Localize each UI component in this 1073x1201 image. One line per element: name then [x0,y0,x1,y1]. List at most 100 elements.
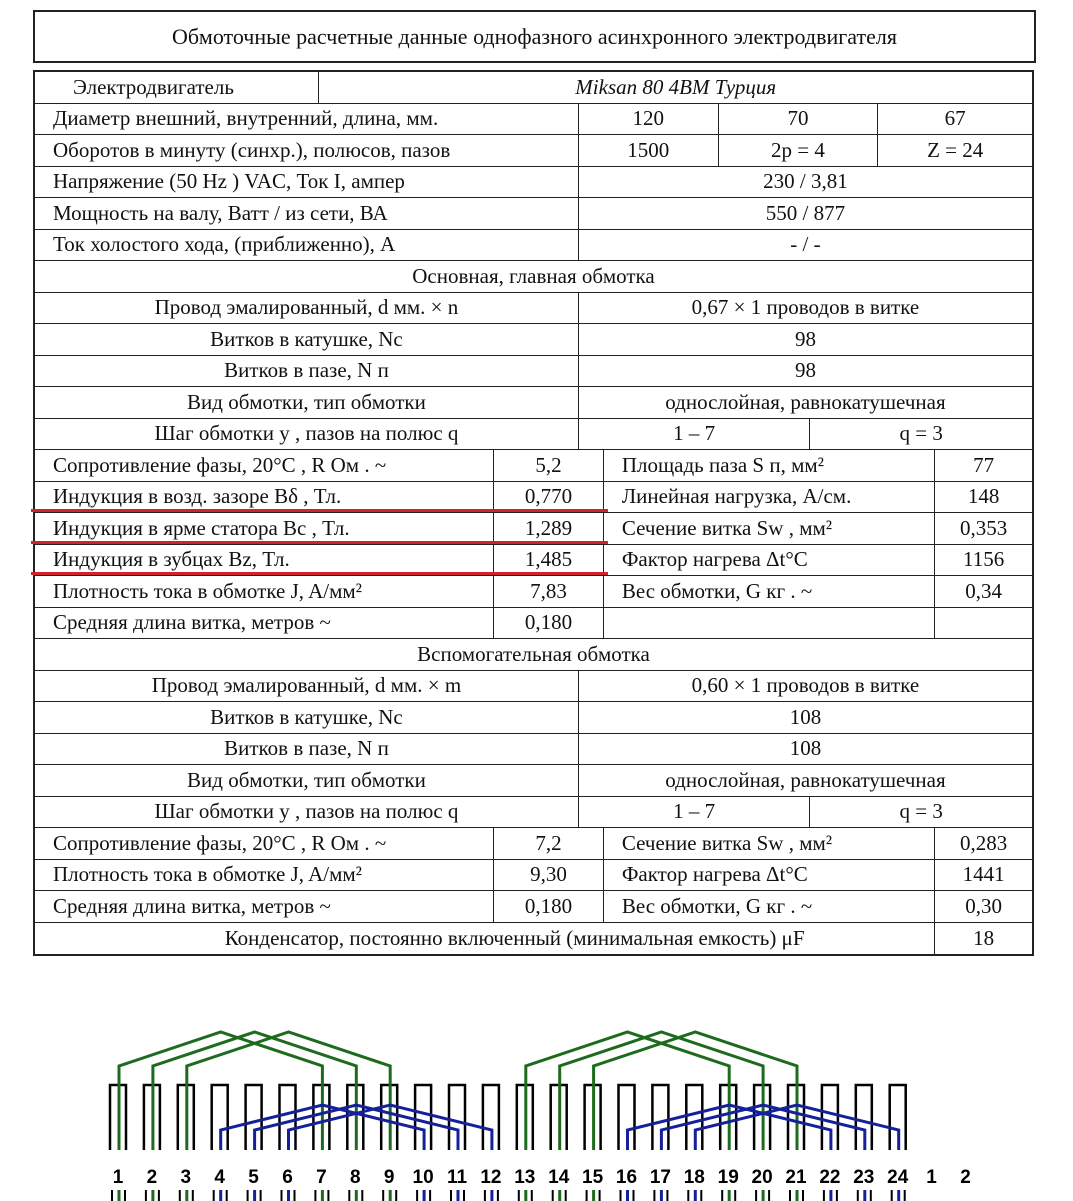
coil [592,1030,799,1150]
row-value: Вес обмотки, G кг . ~ [604,576,936,607]
row-label: Провод эмалированный, d мм. × n [35,292,579,323]
slot-label: 22 [819,1167,840,1188]
slot-label: 9 [384,1167,395,1188]
table-row: Витков в пазе, N п 108 [35,733,1032,765]
row-value: 108 [789,736,822,761]
row-value [935,608,1032,639]
row-value: 98 [794,358,816,383]
coil [185,1030,392,1150]
table-row: Витков в катушке, Nc 108 [35,702,1032,734]
table-row: Сопротивление фазы, 20°C , R Ом . ~7,2 Се… [35,828,1032,860]
slot-label: 10 [413,1167,434,1188]
row-label: Ток холостого хода, (приближенно), A [35,229,579,260]
row-value: 2p = 4 [719,135,879,166]
table-row: Мощность на валу, Ватт / из сети, ВА 550 … [35,198,1032,230]
slot-label: 1 [926,1167,937,1188]
row-label: Средняя длина витка, метров ~ [35,891,495,922]
row-label: Витков в пазе, N п [35,355,579,386]
row-label: Плотность тока в обмотке J, A/мм² [35,576,495,607]
row-value: 7,83 [494,576,604,607]
row-value: Сечение витка Sw , мм² [604,828,936,859]
coil [659,1103,867,1150]
row-label: Сопротивление фазы, 20°C , R Ом . ~ [35,828,495,859]
slot-label: 3 [181,1167,192,1188]
slot-label: 6 [282,1167,293,1188]
row-value: Фактор нагрева Δt°C [604,544,936,575]
coil [117,1030,324,1150]
slot-label: 23 [853,1167,874,1188]
row-value: 230 / 3,81 [763,169,848,194]
row-value: 1 – 7 [579,796,811,827]
table-row: Вспомогательная обмотка [35,639,1032,671]
table-row: Вид обмотки, тип обмотки однослойная, рав… [35,387,1032,419]
table-row: Оборотов в минуту (синхр.), полюсов, паз… [35,135,1032,167]
row-value: 70 [719,103,879,134]
row-value: Miksan 80 4BM Турция [575,74,777,99]
red-underline [31,509,608,512]
row-label: Вид обмотки, тип обмотки [35,387,579,418]
row-value: 1441 [962,862,1005,887]
slot-label: 4 [214,1167,225,1188]
slot-label: 20 [752,1167,773,1188]
row-value: 108 [789,704,822,729]
row-value [604,607,936,638]
table-row: Средняя длина витка, метров ~0,180 Вес об… [35,891,1032,923]
row-value: 120 [579,103,719,134]
row-label: Витков в катушке, Nc [35,324,579,355]
row-value: 1500 [579,135,719,166]
coil [693,1103,901,1150]
slot-label: 12 [480,1167,501,1188]
slot-label: 2 [960,1167,971,1188]
table-row: Индукция в возд. зазоре Bδ , Тл. 0,770 Лин… [35,481,1032,513]
table-row: Сопротивление фазы, 20°C , R Ом . ~5,2 Пл… [35,450,1032,482]
slot-label: 8 [350,1167,361,1188]
slot-label: 1 [113,1167,124,1188]
row-value: 1156 [962,547,1005,572]
row-value: однослойная, равнокатушечная [665,389,946,414]
slot-label: 17 [650,1167,671,1188]
row-value: 1,289 [494,513,604,544]
row-value: 0,180 [494,607,604,638]
row-label: Диаметр внешний, внутренний, длина, мм. [35,103,579,134]
slot-label: 24 [887,1167,909,1188]
table-row: Ток холостого хода, (приближенно), A - / … [35,229,1032,261]
row-value: Вес обмотки, G кг . ~ [604,891,936,922]
slot [651,1083,670,1150]
table-row: Напряжение (50 Hz ) VAC, Ток I, ампер 230… [35,166,1032,198]
row-value: Сечение витка Sw , мм² [604,513,936,544]
row-value: 0,353 [959,515,1008,540]
slot [244,1083,263,1150]
table-row: Основная, главная обмотка [35,261,1032,293]
row-label: Конденсатор, постоянно включенный (миним… [35,922,936,954]
row-value: 1 – 7 [579,418,811,449]
row-value: Площадь паза S п, мм² [604,450,936,481]
row-value: 0,67 × 1 проводов в витке [691,295,920,320]
winding-data-table: Электродвигатель Miksan 80 4BM Турция Диам… [33,70,1034,956]
table-row: Провод эмалированный, d мм. × m 0,60 × 1 … [35,670,1032,702]
coil [524,1030,731,1150]
table-row: Индукция в ярме статора Bc , Тл. 1,289 Сеч… [35,513,1032,545]
slot-label: 21 [785,1167,807,1188]
row-label: Индукция в возд. зазоре Bδ , Тл. [35,481,495,512]
row-label: Напряжение (50 Hz ) VAC, Ток I, ампер [35,166,579,197]
row-value: однослойная, равнокатушечная [665,767,946,792]
table-row: Конденсатор, постоянно включенный (миним… [35,922,1032,954]
row-value: Линейная нагрузка, A/см. [604,481,936,512]
row-value: q = 3 [899,421,943,446]
row-label: Электродвигатель [35,72,320,103]
row-label: Средняя длина витка, метров ~ [35,607,495,638]
row-label: Вспомогательная обмотка [417,641,650,666]
table-row: Провод эмалированный, d мм. × n 0,67 × 1 … [35,292,1032,324]
slot-label: 18 [684,1167,705,1188]
row-label: Витков в пазе, N п [35,733,579,764]
row-value: 77 [973,452,995,477]
slot [820,1083,840,1150]
row-value: 98 [794,326,816,351]
row-value: 0,30 [965,893,1002,918]
row-label: Шаг обмотки y , пазов на полюс q [35,418,579,449]
coil [626,1103,833,1150]
winding-diagram: 1 2 3 4 5 6 7 8 9 10 11 12 13 14 15 16 17 18 19 20 21 22 23 24 1… [108,1030,971,1201]
slot-label: 15 [582,1167,604,1188]
